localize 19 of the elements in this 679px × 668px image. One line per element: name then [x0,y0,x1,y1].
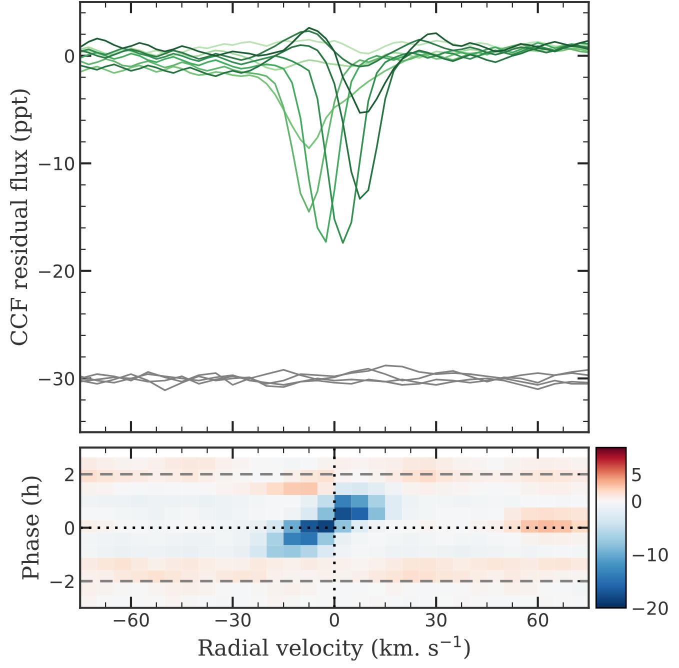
y-tick-label: −30 [39,372,74,386]
y-tick-label: 0 [64,521,74,535]
y-tick-label: −20 [39,264,74,278]
x-tick-label: 0 [330,613,339,627]
y-tick-label: 0 [64,49,74,63]
y-axis-title: CCF residual flux (ppt) [10,90,32,346]
color-bar-label: 5 [632,468,641,482]
x-tick-label: −60 [114,613,149,627]
y-tick-label: −2 [50,574,74,588]
x-tick-label: −30 [216,613,251,627]
color-bar-label: −10 [632,548,668,562]
x-axis-title: Radial velocity (km. s$^{−1}$) [198,636,470,661]
x-tick-label: 30 [426,613,446,627]
x-tick-label: 60 [528,613,548,627]
color-bar-label: 0 [632,494,642,508]
y-tick-label: −10 [39,156,74,170]
color-bar-label: −20 [632,601,668,615]
y-axis-title: Phase (h) [22,476,42,580]
y-tick-label: 2 [65,468,74,482]
